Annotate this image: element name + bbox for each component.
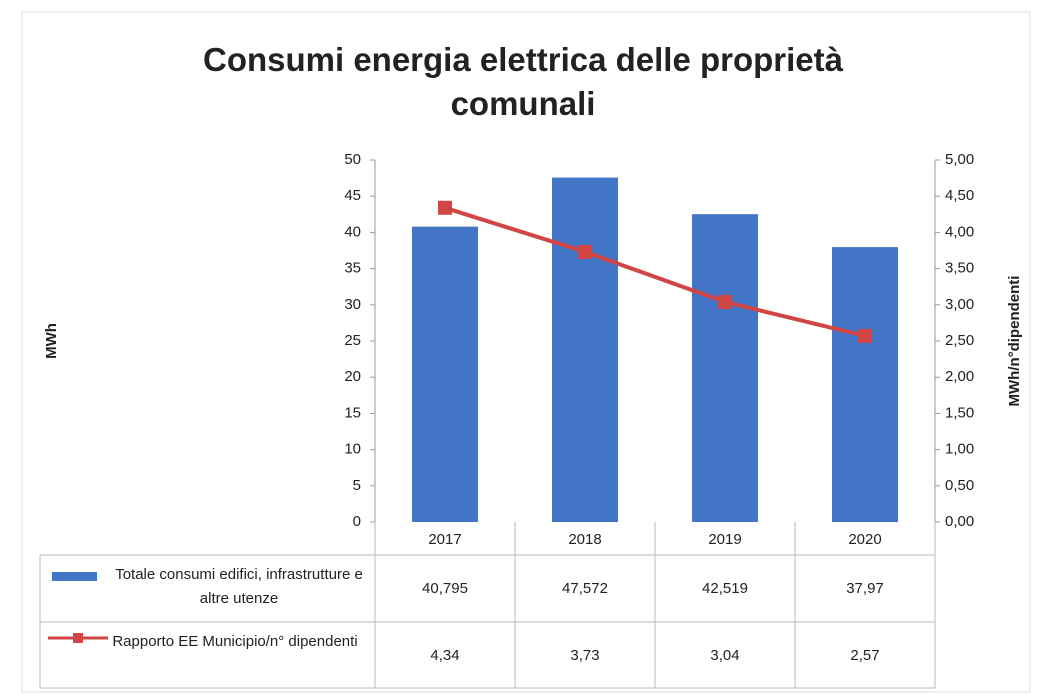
x-tick-label: 2019	[708, 531, 741, 548]
table-value: 3,04	[710, 647, 739, 664]
y-tick-label: 45	[344, 187, 361, 204]
bar	[832, 247, 898, 522]
y2-tick-label: 0,00	[945, 513, 974, 530]
bar	[692, 214, 758, 522]
y-tick-label: 20	[344, 368, 361, 385]
y-tick-label: 25	[344, 332, 361, 349]
legend-label: Rapporto EE Municipio/n° dipendenti	[112, 633, 358, 650]
table-value: 4,34	[430, 647, 459, 664]
y-tick-label: 40	[344, 223, 361, 240]
line-marker	[718, 294, 732, 309]
y2-tick-label: 4,00	[945, 223, 974, 240]
y2-tick-label: 4,50	[945, 187, 974, 204]
y-tick-label: 5	[353, 477, 361, 494]
y2-tick-label: 3,50	[945, 260, 974, 277]
y-tick-label: 10	[344, 441, 361, 458]
table-value: 3,73	[570, 647, 599, 664]
y2-tick-label: 3,00	[945, 296, 974, 313]
legend-label: Totale consumi edifici, infrastrutture e…	[115, 566, 363, 607]
legend-swatch	[52, 572, 97, 581]
legend-marker	[73, 633, 83, 643]
line	[444, 205, 866, 338]
y-tick-label: 0	[353, 513, 361, 530]
bar	[412, 226, 478, 522]
x-tick-label: 2017	[428, 531, 461, 548]
table-value: 47,572	[562, 580, 608, 597]
x-tick-label: 2018	[568, 531, 601, 548]
table-value: 2,57	[850, 647, 879, 664]
y2-tick-label: 2,00	[945, 368, 974, 385]
y-tick-label: 50	[344, 151, 361, 168]
y-tick-label: 15	[344, 404, 361, 421]
y-axis-label: MWh	[43, 323, 60, 359]
y-tick-label: 35	[344, 260, 361, 277]
table-value: 37,97	[846, 580, 884, 597]
y2-tick-label: 1,00	[945, 441, 974, 458]
line-marker	[858, 328, 872, 343]
y-tick-label: 30	[344, 296, 361, 313]
table-value: 40,795	[422, 580, 468, 597]
y2-tick-label: 2,50	[945, 332, 974, 349]
bar	[552, 177, 618, 522]
y2-tick-label: 5,00	[945, 151, 974, 168]
line-marker	[578, 244, 592, 259]
table-value: 42,519	[702, 580, 748, 597]
line-marker	[438, 200, 452, 215]
chart-title: Consumi energia elettrica delle propriet…	[202, 41, 844, 122]
y2-tick-label: 1,50	[945, 404, 974, 421]
x-tick-label: 2020	[848, 531, 881, 548]
y2-tick-label: 0,50	[945, 477, 974, 494]
y2-axis-label: MWh/n°dipendenti	[1006, 276, 1023, 407]
